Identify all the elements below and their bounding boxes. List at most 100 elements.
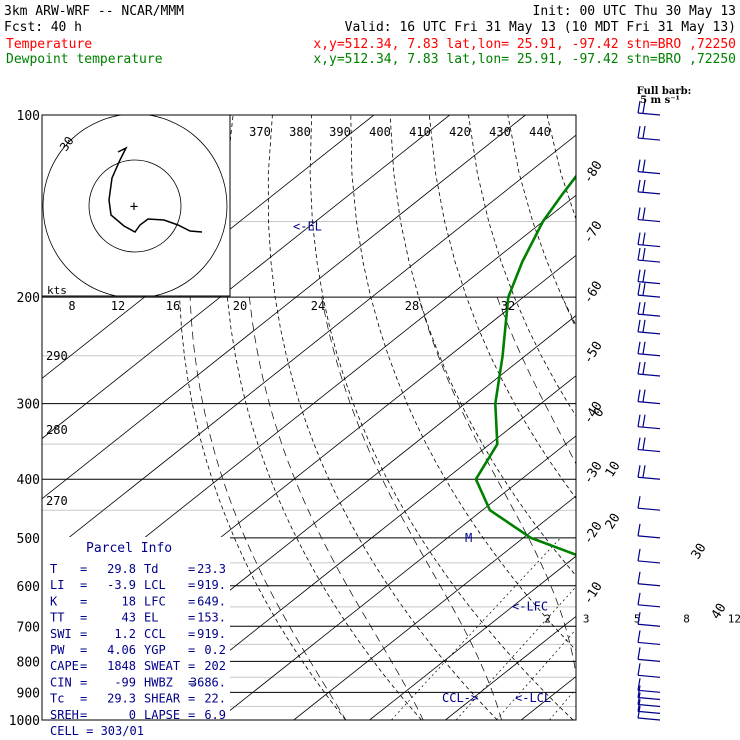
hodograph-ring-0 bbox=[88, 159, 182, 253]
wind-barb-flag-925-0 bbox=[637, 685, 641, 698]
dry-adiabat-350 bbox=[586, 115, 740, 720]
series-point-temperature-3 bbox=[713, 699, 715, 701]
series-point-dewpoint-23 bbox=[611, 139, 613, 141]
wind-barb-flag-500-0 bbox=[637, 523, 641, 536]
wind-barb-flag-360-1 bbox=[642, 437, 646, 450]
parcel-eq2-6: = bbox=[188, 659, 195, 673]
parcel-eq-4: = bbox=[80, 627, 87, 641]
parcel-value-sreh: 0 bbox=[129, 708, 136, 722]
isotherm--110 bbox=[42, 115, 450, 440]
wind-barb-flag-975-0 bbox=[637, 699, 641, 712]
moist-adiabat--10 bbox=[249, 297, 424, 720]
parcel-eq2-3: = bbox=[188, 611, 195, 625]
wind-barb-flag-450-0 bbox=[637, 496, 641, 509]
mixing-ratio-line-20 bbox=[709, 538, 740, 720]
parcel-eq-1: = bbox=[80, 578, 87, 592]
pressure-label-800: 800 bbox=[17, 655, 40, 670]
wind-barb-200 bbox=[637, 294, 661, 298]
wind-barb-flag-230-0 bbox=[637, 319, 641, 332]
series-point-dewpoint-0 bbox=[697, 719, 699, 721]
parcel-value-lapse: 6.9 bbox=[204, 708, 226, 722]
series-clip-group bbox=[474, 114, 721, 721]
parcel-value-shear: 22. bbox=[204, 692, 226, 706]
parcel-value-swi: 1.2 bbox=[114, 627, 136, 641]
hodograph: +30 bbox=[41, 114, 231, 297]
parcel-eq2-4: = bbox=[188, 627, 195, 641]
mixing-ratio-label-12: 12 bbox=[728, 612, 740, 625]
pressure-label-900: 900 bbox=[17, 686, 40, 701]
wind-barb-975 bbox=[637, 710, 661, 714]
parcel-value-tc: 29.3 bbox=[107, 692, 136, 706]
wind-barb-flag-330-1 bbox=[642, 414, 646, 427]
wind-barb-700 bbox=[637, 623, 661, 627]
wind-barb-300 bbox=[637, 401, 661, 405]
dry-adiabat-380 bbox=[704, 115, 740, 720]
parcel-value-td: 23.3 bbox=[197, 562, 226, 576]
forecast-label: Fcst: bbox=[4, 20, 43, 35]
series-point-dewpoint-22 bbox=[586, 162, 588, 164]
wind-barb-flag-125-0 bbox=[637, 159, 641, 172]
parcel-label-k: K bbox=[50, 594, 58, 608]
parcel-eq-6: = bbox=[80, 659, 87, 673]
parcel-cell: CELL = 303/01 bbox=[50, 724, 144, 738]
isotherm--90 bbox=[42, 134, 576, 560]
sounding-series bbox=[474, 114, 721, 721]
parcel-label-lapse: LAPSE bbox=[144, 708, 180, 722]
wind-barb-925 bbox=[637, 696, 661, 701]
moist-adiabat--20 bbox=[189, 297, 347, 720]
wind-barbs bbox=[637, 100, 661, 721]
wind-barb-flag-550-0 bbox=[637, 548, 641, 562]
series-point-dewpoint-24 bbox=[635, 114, 637, 116]
hodograph-trace bbox=[108, 146, 203, 233]
hodograph-clip-group: + bbox=[42, 115, 228, 296]
annotation-el: <-EL bbox=[293, 220, 322, 234]
isotherm-label--30: -30 bbox=[581, 459, 606, 487]
parcel-label-el: EL bbox=[144, 611, 158, 625]
valid-time: Valid: 16 UTC Fri 31 May 13 (10 MDT Fri … bbox=[345, 20, 736, 35]
parcel-eq2-5: = bbox=[188, 643, 195, 657]
series-point-temperature-2 bbox=[719, 706, 721, 708]
parcel-eq2-1: = bbox=[188, 578, 195, 592]
parcel-value-ccl: 919. bbox=[197, 627, 226, 641]
dry-adiabat-330 bbox=[507, 115, 576, 327]
wind-barb-flag-850-0 bbox=[637, 663, 641, 676]
isotherm-label--10: -10 bbox=[581, 579, 606, 607]
wind-barb-flag-750-0 bbox=[637, 630, 641, 643]
moist-adiabat-0 bbox=[321, 297, 502, 720]
wind-barb-flag-200-1 bbox=[642, 283, 646, 296]
model-title: 3km ARW-WRF -- NCAR/MMM bbox=[4, 4, 184, 19]
hodograph-frame bbox=[41, 114, 231, 297]
wind-barb-flag-100-0 bbox=[637, 100, 641, 114]
wind-barb-175 bbox=[637, 259, 661, 263]
isotherm--120 bbox=[42, 115, 375, 379]
wind-barb-flag-110-0 bbox=[637, 125, 641, 139]
annotation-lfc: <-LFC bbox=[512, 599, 548, 613]
mixing-ratio-label-8: 8 bbox=[683, 612, 690, 625]
series-point-temperature-21 bbox=[677, 173, 679, 175]
pressure-label-600: 600 bbox=[17, 580, 40, 595]
forecast-hour: 40 h bbox=[51, 20, 82, 35]
isotherm-label--70: -70 bbox=[581, 219, 606, 247]
hodograph-speed-label-28: 28 bbox=[405, 299, 419, 313]
isotherm--30 bbox=[293, 495, 576, 720]
pressure-label-1000: 1000 bbox=[9, 714, 40, 729]
mixing-ratio-line-2 bbox=[455, 586, 576, 720]
parcel-value-cape: 1848 bbox=[107, 659, 136, 673]
parcel-label-pw: PW bbox=[50, 643, 65, 657]
series-point-dewpoint-13 bbox=[489, 509, 491, 512]
parcel-info-title: Parcel Info bbox=[86, 541, 172, 556]
parcel-eq2-7: = bbox=[188, 675, 195, 689]
series-point-dewpoint-16 bbox=[494, 402, 497, 405]
parcel-label-ygp: YGP bbox=[144, 643, 166, 657]
wind-barb-650 bbox=[637, 604, 661, 608]
mixing-ratio-label-2: 2 bbox=[544, 612, 551, 625]
wind-barb-flag-360-0 bbox=[637, 437, 641, 450]
wind-barb-flag-300-0 bbox=[637, 389, 641, 402]
hodograph-center-mark: + bbox=[130, 199, 138, 215]
dry-adiabat-370 bbox=[665, 115, 740, 720]
wind-barb-flag-175-1 bbox=[642, 247, 646, 261]
hodograph-speed-label-24: 24 bbox=[311, 299, 325, 313]
wind-barb-flag-800-0 bbox=[637, 647, 641, 660]
parcel-eq-5: = bbox=[80, 643, 87, 657]
parcel-value-t: 29.8 bbox=[107, 562, 136, 576]
